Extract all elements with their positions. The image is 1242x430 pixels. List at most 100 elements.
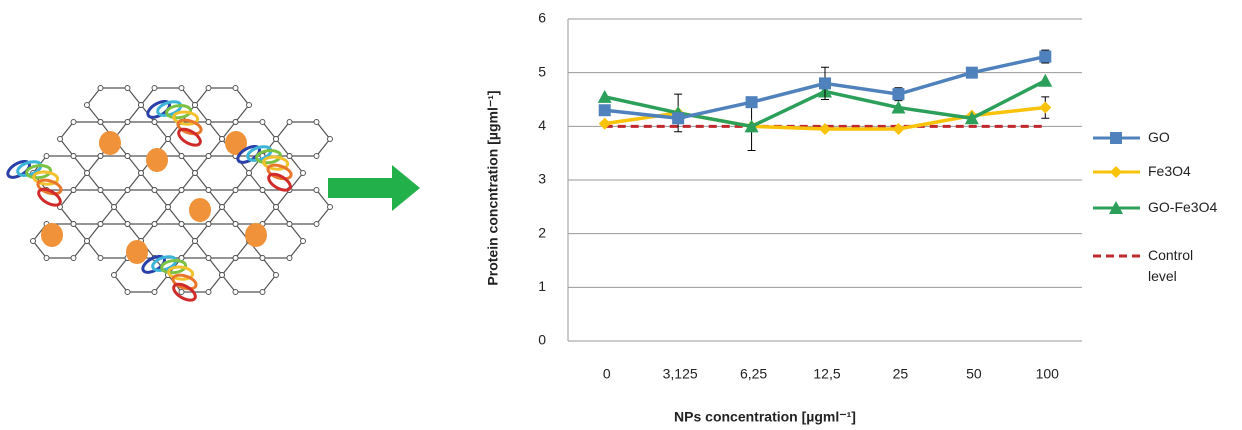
- marker: [819, 123, 831, 135]
- atom: [206, 86, 211, 91]
- y-tick-label: 6: [538, 10, 546, 26]
- atom: [44, 154, 49, 159]
- legend-marker: [1110, 166, 1122, 178]
- legend-marker: [1110, 132, 1122, 144]
- atom: [98, 86, 103, 91]
- y-axis-title: Protein concntration [µgml⁻¹]: [485, 90, 501, 285]
- atom: [233, 188, 238, 193]
- atom: [274, 205, 279, 210]
- atom: [98, 222, 103, 227]
- lattice-cell: [276, 122, 330, 156]
- atom: [260, 290, 265, 295]
- atom: [152, 222, 157, 227]
- atom: [139, 103, 144, 108]
- atom: [328, 205, 333, 210]
- legend-label: Fe3O4: [1148, 161, 1238, 182]
- atom: [179, 154, 184, 159]
- atom: [233, 222, 238, 227]
- atom: [112, 273, 117, 278]
- atom: [260, 120, 265, 125]
- nanoparticle: [189, 198, 211, 222]
- atom: [125, 222, 130, 227]
- atom: [71, 154, 76, 159]
- lattice-cell: [168, 122, 222, 156]
- atom: [287, 120, 292, 125]
- atom: [125, 86, 130, 91]
- marker: [1039, 51, 1051, 63]
- atom: [206, 290, 211, 295]
- marker: [746, 96, 758, 108]
- marker: [599, 104, 611, 116]
- atom: [260, 256, 265, 261]
- lattice-cell: [87, 156, 141, 190]
- y-tick-label: 1: [538, 278, 546, 294]
- atom: [98, 188, 103, 193]
- lattice-cell: [195, 224, 249, 258]
- atom: [220, 137, 225, 142]
- marker: [672, 112, 684, 124]
- marker: [892, 123, 904, 135]
- legend-label: GO: [1148, 127, 1238, 148]
- nanoparticle: [146, 148, 168, 172]
- atom: [71, 120, 76, 125]
- atom: [260, 188, 265, 193]
- y-tick-label: 2: [538, 224, 546, 240]
- atom: [85, 171, 90, 176]
- atom: [193, 103, 198, 108]
- atom: [85, 239, 90, 244]
- marker: [966, 67, 978, 79]
- atom: [233, 86, 238, 91]
- atom: [328, 137, 333, 142]
- atom: [179, 222, 184, 227]
- atom: [206, 154, 211, 159]
- atom: [125, 188, 130, 193]
- marker: [819, 77, 831, 89]
- atom: [193, 171, 198, 176]
- atom: [179, 290, 184, 295]
- atom: [58, 137, 63, 142]
- marker: [1039, 102, 1051, 114]
- atom: [71, 256, 76, 261]
- atom: [274, 273, 279, 278]
- protein: [36, 186, 63, 208]
- atom: [301, 171, 306, 176]
- atom: [287, 154, 292, 159]
- atom: [314, 120, 319, 125]
- lattice-cell: [276, 190, 330, 224]
- marker: [599, 118, 611, 130]
- atom: [206, 222, 211, 227]
- legend-label: Control level: [1148, 245, 1208, 287]
- atom: [125, 154, 130, 159]
- lattice-cell: [222, 190, 276, 224]
- atom: [233, 256, 238, 261]
- legend-label: GO-Fe3O4: [1148, 197, 1238, 218]
- figure: NPs concentration [µgml⁻¹] Protein concn…: [0, 0, 1242, 430]
- x-axis-title: NPs concentration [µgml⁻¹]: [674, 409, 856, 425]
- y-tick-label: 5: [538, 63, 546, 79]
- atom: [314, 154, 319, 159]
- lattice-cell: [60, 190, 114, 224]
- x-tick-label: 25: [893, 366, 909, 382]
- atom: [247, 171, 252, 176]
- x-tick-label: 3,125: [663, 366, 698, 382]
- nanoparticle: [99, 131, 121, 155]
- y-tick-label: 3: [538, 171, 546, 187]
- arrow: [328, 165, 420, 211]
- atom: [287, 256, 292, 261]
- nanoparticle: [41, 223, 63, 247]
- atom: [179, 86, 184, 91]
- lattice-cell: [114, 190, 168, 224]
- atom: [274, 137, 279, 142]
- atom: [71, 222, 76, 227]
- x-tick-label: 100: [1036, 366, 1060, 382]
- atom: [139, 171, 144, 176]
- atom: [152, 86, 157, 91]
- atom: [31, 239, 36, 244]
- x-tick-label: 0: [603, 366, 611, 382]
- atom: [85, 103, 90, 108]
- atom: [314, 222, 319, 227]
- atom: [98, 120, 103, 125]
- atom: [112, 205, 117, 210]
- atom: [152, 188, 157, 193]
- atom: [287, 222, 292, 227]
